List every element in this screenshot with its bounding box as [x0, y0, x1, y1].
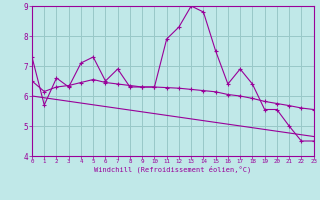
X-axis label: Windchill (Refroidissement éolien,°C): Windchill (Refroidissement éolien,°C) [94, 166, 252, 173]
